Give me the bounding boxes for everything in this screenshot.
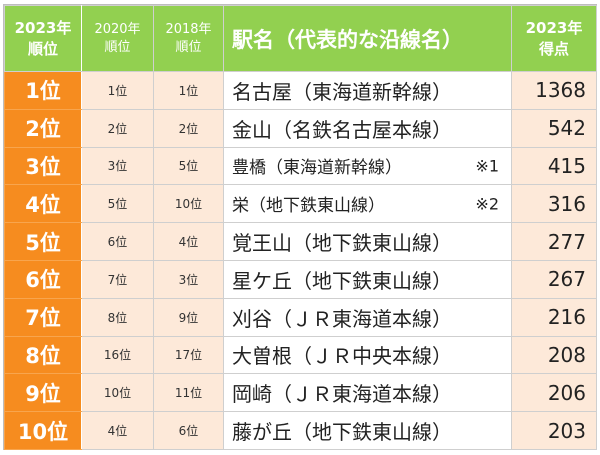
rank-2018-cell: 3位: [153, 259, 224, 299]
table-row: 5位 6位 4位 覚王山（地下鉄東山線） 277: [4, 222, 597, 261]
station-name: 豊橋（東海道新幹線）: [232, 158, 402, 179]
station-name: 刈谷（ＪＲ東海道本線）: [232, 306, 452, 331]
rank-2018-cell: 17位: [153, 335, 224, 375]
rank-2020-cell: 7位: [81, 259, 154, 299]
rank-2023-cell: 3位: [4, 146, 82, 186]
rank-2018-cell: 4位: [153, 222, 224, 261]
rank-2018-cell: 6位: [153, 411, 224, 450]
table-row: 7位 8位 9位 刈谷（ＪＲ東海道本線） 216: [4, 297, 597, 337]
score-cell: 216: [511, 297, 597, 337]
score-cell: 206: [511, 373, 597, 413]
table-row: 6位 7位 3位 星ケ丘（地下鉄東山線） 267: [4, 259, 597, 299]
station-cell: 大曽根（ＪＲ中央本線）: [223, 335, 512, 375]
rank-2018-cell: 5位: [153, 146, 224, 186]
rank-2018-cell: 11位: [153, 373, 224, 413]
table-row: 9位 10位 11位 岡崎（ＪＲ東海道本線） 206: [4, 373, 597, 413]
station-name: 栄（地下鉄東山線）: [232, 196, 385, 217]
rank-2020-cell: 4位: [81, 411, 154, 450]
station-cell: 金山（名鉄名古屋本線）: [223, 108, 512, 148]
score-cell: 1368: [511, 71, 597, 110]
table-row: 8位 16位 17位 大曽根（ＪＲ中央本線） 208: [4, 335, 597, 375]
station-cell: 豊橋（東海道新幹線） ※1: [223, 146, 512, 186]
score-cell: 208: [511, 335, 597, 375]
station-cell: 栄（地下鉄東山線） ※2: [223, 184, 512, 224]
table-row: 10位 4位 6位 藤が丘（地下鉄東山線） 203: [4, 411, 597, 450]
score-cell: 277: [511, 222, 597, 261]
score-cell: 316: [511, 184, 597, 224]
ranking-table-frame: 2023年 順位 2020年 順位 2018年 順位 駅名（代表的な沿線名） 2…: [3, 4, 597, 450]
score-cell: 542: [511, 108, 597, 148]
rank-2018-cell: 9位: [153, 297, 224, 337]
rank-2018-cell: 2位: [153, 108, 224, 148]
rank-2020-cell: 8位: [81, 297, 154, 337]
header-rank-2023: 2023年 順位: [4, 5, 82, 72]
rank-2023-cell: 8位: [4, 335, 82, 375]
rank-2023-cell: 5位: [4, 222, 82, 261]
station-cell: 藤が丘（地下鉄東山線）: [223, 411, 512, 450]
header-score-2023: 2023年 得点: [511, 5, 597, 72]
station-name: 藤が丘（地下鉄東山線）: [232, 420, 452, 445]
rank-2023-cell: 4位: [4, 184, 82, 224]
table-row: 4位 5位 10位 栄（地下鉄東山線） ※2 316: [4, 184, 597, 224]
rank-2020-cell: 1位: [81, 71, 154, 110]
score-cell: 267: [511, 259, 597, 299]
rank-2023-cell: 7位: [4, 297, 82, 337]
score-cell: 203: [511, 411, 597, 450]
header-station: 駅名（代表的な沿線名）: [223, 5, 512, 72]
header-rank-2018: 2018年 順位: [153, 5, 224, 72]
station-cell: 名古屋（東海道新幹線）: [223, 71, 512, 110]
rank-2023-cell: 6位: [4, 259, 82, 299]
station-name: 覚王山（地下鉄東山線）: [232, 231, 452, 256]
rank-2020-cell: 3位: [81, 146, 154, 186]
station-cell: 覚王山（地下鉄東山線）: [223, 222, 512, 261]
rank-2020-cell: 10位: [81, 373, 154, 413]
rank-2020-cell: 5位: [81, 184, 154, 224]
rank-2018-cell: 10位: [153, 184, 224, 224]
station-name: 星ケ丘（地下鉄東山線）: [232, 268, 452, 293]
station-cell: 星ケ丘（地下鉄東山線）: [223, 259, 512, 299]
station-name: 金山（名鉄名古屋本線）: [232, 117, 452, 142]
rank-2020-cell: 2位: [81, 108, 154, 148]
station-note: ※1: [475, 156, 499, 176]
rank-2023-cell: 1位: [4, 71, 82, 110]
rank-2020-cell: 6位: [81, 222, 154, 261]
rank-2023-cell: 2位: [4, 108, 82, 148]
station-name: 岡崎（ＪＲ東海道本線）: [232, 382, 452, 407]
rank-2023-cell: 9位: [4, 373, 82, 413]
header-row: 2023年 順位 2020年 順位 2018年 順位 駅名（代表的な沿線名） 2…: [4, 5, 597, 72]
score-cell: 415: [511, 146, 597, 186]
rank-2023-cell: 10位: [4, 411, 82, 450]
rank-2018-cell: 1位: [153, 71, 224, 110]
table-row: 3位 3位 5位 豊橋（東海道新幹線） ※1 415: [4, 146, 597, 186]
station-cell: 岡崎（ＪＲ東海道本線）: [223, 373, 512, 413]
station-cell: 刈谷（ＪＲ東海道本線）: [223, 297, 512, 337]
station-name: 名古屋（東海道新幹線）: [232, 79, 452, 104]
table-row: 2位 2位 2位 金山（名鉄名古屋本線） 542: [4, 108, 597, 148]
header-rank-2020: 2020年 順位: [81, 5, 154, 72]
table-row: 1位 1位 1位 名古屋（東海道新幹線） 1368: [4, 71, 597, 110]
station-note: ※2: [475, 194, 499, 214]
rank-2020-cell: 16位: [81, 335, 154, 375]
station-name: 大曽根（ＪＲ中央本線）: [232, 344, 452, 369]
ranking-table: 2023年 順位 2020年 順位 2018年 順位 駅名（代表的な沿線名） 2…: [4, 5, 597, 450]
